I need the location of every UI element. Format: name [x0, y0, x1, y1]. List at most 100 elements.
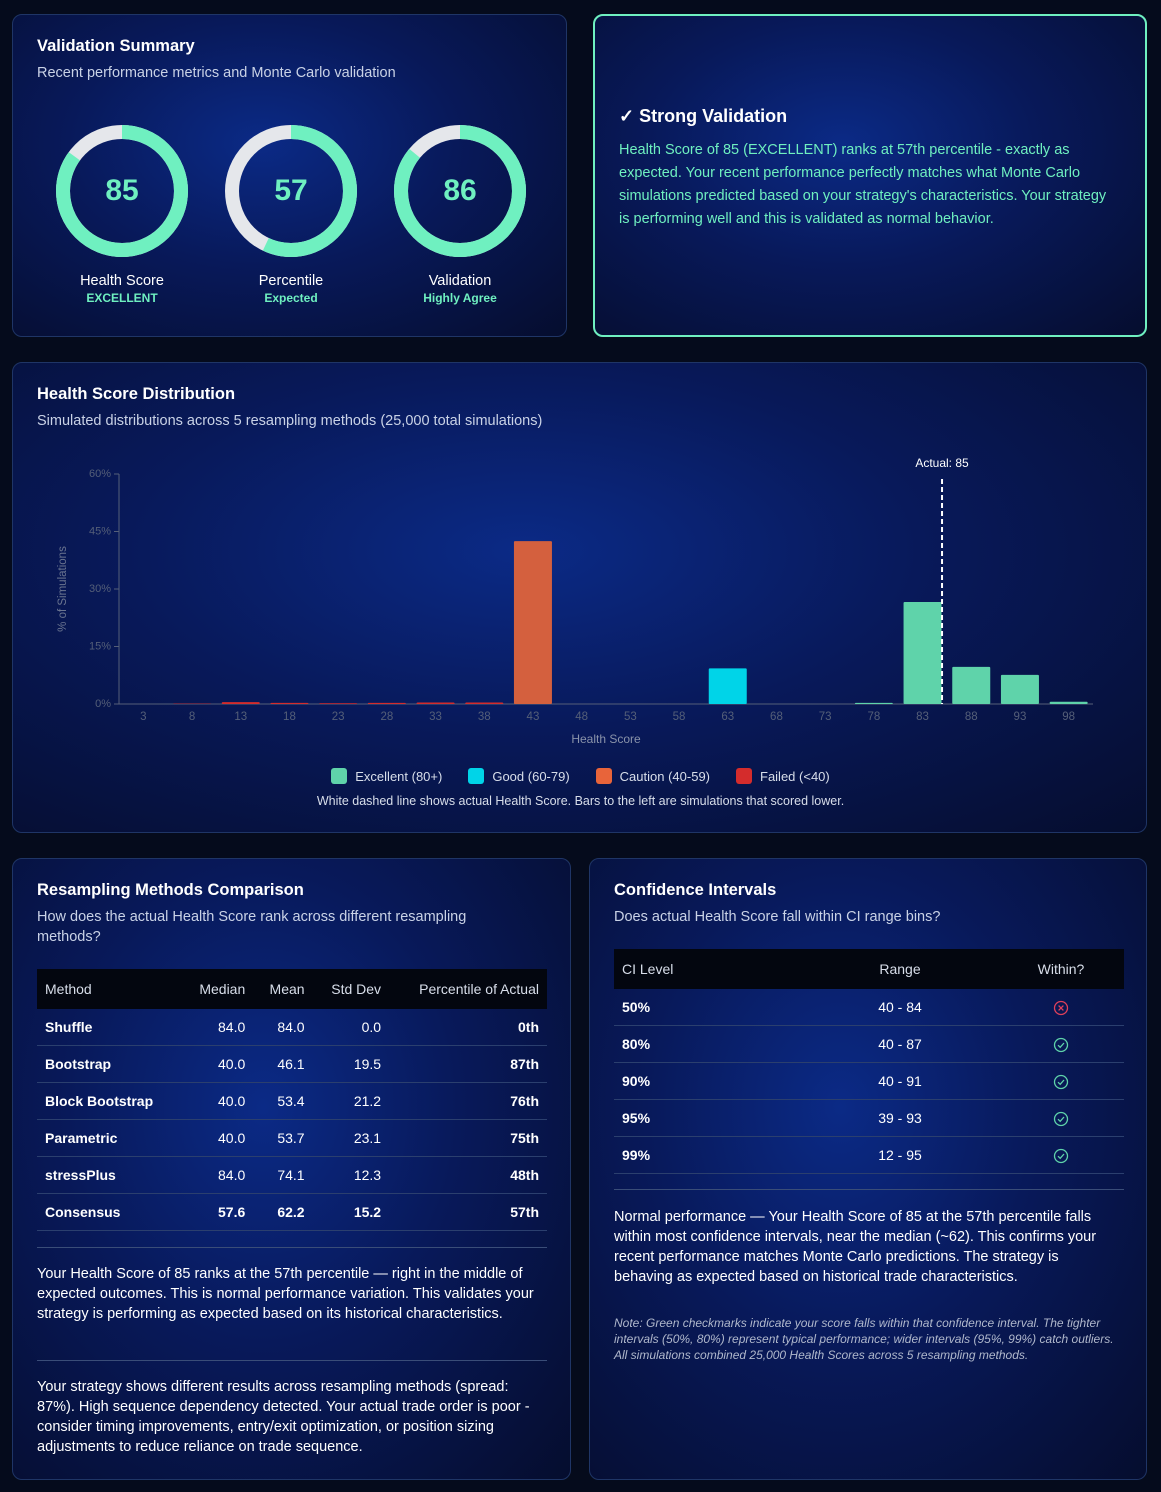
card-subtitle: How does the actual Health Score rank ac…	[37, 909, 467, 945]
table-row: 80% 40 - 87	[614, 1025, 1124, 1063]
ci-within	[998, 1025, 1124, 1063]
table-cell: 75th	[389, 1119, 547, 1157]
message-text: Health Score of 85 (EXCELLENT) ranks at …	[619, 142, 1107, 227]
ci-level: 80%	[614, 1025, 802, 1063]
legend-swatch	[331, 768, 348, 784]
bar	[952, 666, 991, 704]
x-tick-label: 48	[575, 711, 588, 723]
x-tick-label: 98	[1062, 711, 1075, 723]
table-row: Parametric 40.0 53.7 23.1 75th	[37, 1119, 547, 1157]
table-cell: 48th	[389, 1156, 547, 1194]
legend-swatch	[468, 768, 485, 784]
actual-label: Actual: 85	[915, 456, 969, 470]
table-row: Consensus 57.6 62.2 15.2 57th	[37, 1193, 547, 1231]
ci-range: 40 - 87	[802, 1025, 998, 1063]
table-cell: Parametric	[37, 1119, 182, 1157]
bar	[903, 602, 942, 704]
gauge-arc	[225, 125, 357, 257]
column-header: Method	[37, 969, 182, 1009]
x-tick-label: 88	[965, 711, 978, 723]
bar	[513, 541, 552, 704]
icon-ring	[1053, 1148, 1069, 1163]
x-tick-label: 23	[332, 711, 345, 723]
table-cell: 84.0	[181, 1009, 254, 1046]
ci-within	[998, 1099, 1124, 1137]
legend-label: Excellent (80+)	[355, 768, 443, 784]
card-subtitle: Recent performance metrics and Monte Car…	[37, 65, 396, 81]
x-tick-label: 93	[1014, 711, 1027, 723]
bar	[854, 702, 893, 704]
icon-ring	[1053, 1037, 1069, 1052]
divider	[37, 1247, 547, 1248]
bar	[1049, 701, 1088, 704]
histogram: 0% 15% 30% 45% 60% % of Simulations Health Sco…	[57, 456, 1093, 746]
x-tick-label: 38	[478, 711, 491, 723]
legend-item: Caution (40-59)	[595, 768, 710, 784]
gauge-status: EXCELLENT	[86, 291, 158, 305]
x-tick-label: 68	[770, 711, 783, 723]
column-header: Median	[181, 969, 254, 1009]
bar	[319, 703, 358, 704]
bar	[367, 702, 406, 704]
legend-item: Failed (<40)	[736, 768, 830, 784]
ci-range: 40 - 91	[802, 1062, 998, 1100]
table-row: 99% 12 - 95	[614, 1136, 1124, 1174]
x-tick-label: 3	[140, 711, 146, 723]
x-tick-label: 28	[380, 711, 393, 723]
card-title: Resampling Methods Comparison	[37, 881, 304, 899]
card-subtitle: Does actual Health Score fall within CI …	[614, 909, 941, 925]
x-tick-label: 83	[916, 711, 929, 723]
table-cell: 53.4	[253, 1082, 313, 1120]
table-cell: 12.3	[312, 1156, 390, 1194]
within-icon	[1053, 1037, 1069, 1052]
table-row: Bootstrap 40.0 46.1 19.5 87th	[37, 1045, 547, 1083]
legend-swatch	[595, 768, 612, 784]
table-cell: 21.2	[312, 1082, 390, 1120]
table-cell: 23.1	[312, 1119, 390, 1157]
ci-level: 95%	[614, 1099, 802, 1137]
gauge-label: Health Score	[80, 273, 164, 289]
table-cell: Block Bootstrap	[37, 1082, 182, 1120]
table-row: 50% 40 - 84	[614, 989, 1124, 1026]
validation-summary-card: 85 Health Score EXCELLENT 57 Percentile Expec…	[12, 14, 567, 337]
table-row: 95% 39 - 93	[614, 1099, 1124, 1137]
table-row: stressPlus 84.0 74.1 12.3 48th	[37, 1156, 547, 1194]
gauge-value: 85	[105, 174, 138, 207]
column-header: CI Level	[614, 949, 802, 989]
gauge-value: 86	[443, 174, 476, 207]
ci-range: 39 - 93	[802, 1099, 998, 1137]
table-cell: 40.0	[181, 1082, 254, 1120]
legend-label: Failed (<40)	[760, 768, 830, 784]
x-tick-label: 73	[819, 711, 832, 723]
chart-note: White dashed line shows actual Health Sc…	[316, 794, 845, 808]
header-row: Method Median Mean Std Dev Percentile of Act…	[37, 969, 547, 1009]
card-title: Validation Summary	[37, 37, 195, 55]
icon-glyph	[1057, 1042, 1065, 1048]
icon-ring	[1053, 1074, 1069, 1089]
column-header: Percentile of Actual	[389, 969, 547, 1009]
confidence-note: Note: Green checkmarks indicate your sco…	[614, 1316, 1114, 1362]
table-row: 90% 40 - 91	[614, 1062, 1124, 1100]
table-cell: 15.2	[312, 1193, 390, 1231]
table-cell: 46.1	[253, 1045, 313, 1083]
ci-level: 90%	[614, 1062, 802, 1100]
ci-within	[998, 1062, 1124, 1100]
confidence-table: CI Level Range Within? 50% 40 - 84 80% 40 - 87…	[614, 949, 1124, 1174]
ci-range: 12 - 95	[802, 1136, 998, 1174]
divider	[614, 1189, 1124, 1190]
within-icon	[1053, 1000, 1069, 1015]
gauge-label: Percentile	[259, 273, 323, 289]
ci-within	[998, 1136, 1124, 1174]
table-cell: 84.0	[253, 1009, 313, 1046]
gauge-arc	[394, 125, 526, 257]
gauges: 85 Health Score EXCELLENT 57 Percentile Expec…	[56, 125, 526, 305]
card-title: Confidence Intervals	[614, 881, 777, 899]
gauge-value: 57	[274, 174, 307, 207]
confidence-card: Confidence Intervals Does actual Health …	[589, 858, 1147, 1480]
legend: Excellent (80+) Good (60-79) Caution (40-5…	[13, 768, 1146, 784]
table-cell: Consensus	[37, 1193, 182, 1231]
legend-item: Excellent (80+)	[331, 768, 442, 784]
table-row: Block Bootstrap 40.0 53.4 21.2 76th	[37, 1082, 547, 1120]
resampling-table: Method Median Mean Std Dev Percentile of Act…	[37, 969, 547, 1231]
